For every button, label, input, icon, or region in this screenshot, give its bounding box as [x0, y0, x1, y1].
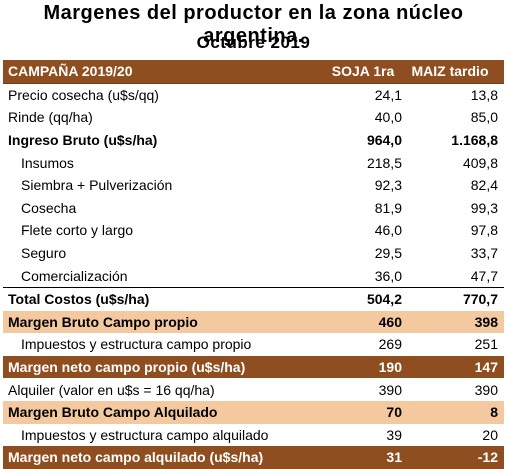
row-maiz-value: 147 — [402, 355, 504, 379]
row-label: Rinde (qq/ha) — [8, 109, 93, 126]
row-soja-value: 31 — [324, 446, 402, 469]
table-row: Precio cosecha (u$s/qq) 24,1 13,8 — [3, 83, 504, 106]
table-row-highlight: Margen Bruto Campo Alquilado 70 8 — [3, 400, 504, 424]
page-subtitle: Octubre 2019 — [196, 33, 311, 52]
row-label: Margen neto campo alquilado (u$s/ha) — [3, 446, 324, 469]
row-maiz-value: -12 — [402, 446, 504, 469]
row-maiz-value: 390 — [474, 381, 498, 398]
row-label: Insumos — [21, 154, 74, 171]
row-maiz-value: 251 — [474, 336, 498, 353]
row-label: Cosecha — [21, 199, 77, 216]
row-soja-value: 39 — [386, 426, 402, 443]
row-label: Impuestos y estructura campo propio — [21, 336, 252, 353]
row-maiz-value: 770,7 — [402, 286, 504, 311]
row-soja-value: 390 — [378, 381, 402, 398]
row-label: Flete corto y largo — [21, 222, 134, 239]
row-soja-value: 29,5 — [374, 245, 402, 262]
table-row: Insumos 218,5 409,8 — [3, 151, 504, 174]
table-row: Seguro 29,5 33,7 — [3, 242, 504, 265]
row-soja-value: 40,0 — [374, 109, 402, 126]
row-label: Ingreso Bruto (u$s/ha) — [8, 132, 158, 149]
table-row: Ingreso Bruto (u$s/ha) 964,0 1.168,8 — [3, 129, 504, 152]
row-label: Margen neto campo propio (u$s/ha) — [3, 355, 324, 379]
row-label: Margen Bruto Campo propio — [3, 310, 324, 334]
row-label: Comercialización — [21, 267, 128, 284]
row-soja-value: 81,9 — [374, 199, 402, 216]
table-row: Siembra + Pulverización 92,3 82,4 — [3, 174, 504, 197]
header-campaign: CAMPAÑA 2019/20 — [3, 60, 324, 84]
row-maiz-value: 398 — [402, 310, 504, 334]
table-row-total: Total Costos (u$s/ha) 504,2 770,7 — [3, 286, 504, 311]
table-row: Flete corto y largo 46,0 97,8 — [3, 219, 504, 242]
row-soja-value: 70 — [324, 400, 402, 424]
row-maiz-value: 85,0 — [470, 109, 498, 126]
row-soja-value: 504,2 — [324, 286, 402, 311]
row-maiz-value: 82,4 — [470, 177, 498, 194]
row-label: Siembra + Pulverización — [21, 177, 173, 194]
row-maiz-value: 1.168,8 — [451, 132, 498, 149]
table-row-highlight: Margen Bruto Campo propio 460 398 — [3, 310, 504, 334]
table-row-net-margin: Margen neto campo alquilado (u$s/ha) 31 … — [3, 446, 504, 469]
header-soja: SOJA 1ra — [324, 60, 402, 84]
table-row: Comercialización 36,0 47,7 — [3, 264, 504, 287]
table-row: Impuestos y estructura campo alquilado 3… — [3, 424, 504, 447]
row-maiz-value: 99,3 — [470, 199, 498, 216]
table-header-row: CAMPAÑA 2019/20 SOJA 1ra MAIZ tardio — [3, 60, 504, 84]
row-label: Precio cosecha (u$s/qq) — [8, 86, 159, 103]
row-soja-value: 218,5 — [366, 154, 402, 171]
row-maiz-value: 33,7 — [470, 245, 498, 262]
page-title: Margenes del productor en la zona núcleo… — [43, 2, 464, 47]
row-label: Margen Bruto Campo Alquilado — [3, 400, 324, 424]
row-soja-value: 964,0 — [366, 132, 402, 149]
row-soja-value: 24,1 — [374, 86, 402, 103]
row-label: Total Costos (u$s/ha) — [3, 286, 324, 311]
row-maiz-value: 20 — [482, 426, 498, 443]
row-soja-value: 269 — [378, 336, 402, 353]
margins-table: CAMPAÑA 2019/20 SOJA 1ra MAIZ tardio Pre… — [3, 60, 504, 469]
table-row: Rinde (qq/ha) 40,0 85,0 — [3, 106, 504, 129]
row-maiz-value: 97,8 — [470, 222, 498, 239]
row-label: Alquiler (valor en u$s = 16 qq/ha) — [8, 381, 215, 398]
table-row: Impuestos y estructura campo propio 269 … — [3, 333, 504, 356]
row-maiz-value: 409,8 — [462, 154, 498, 171]
row-soja-value: 190 — [324, 355, 402, 379]
row-maiz-value: 8 — [402, 400, 504, 424]
header-maiz: MAIZ tardio — [402, 60, 504, 84]
table-row: Alquiler (valor en u$s = 16 qq/ha) 390 3… — [3, 378, 504, 401]
table-row-net-margin: Margen neto campo propio (u$s/ha) 190 14… — [3, 355, 504, 379]
table-row: Cosecha 81,9 99,3 — [3, 197, 504, 220]
row-soja-value: 36,0 — [374, 267, 402, 284]
row-soja-value: 460 — [324, 310, 402, 334]
row-maiz-value: 47,7 — [470, 267, 498, 284]
row-label: Impuestos y estructura campo alquilado — [21, 426, 269, 443]
row-soja-value: 46,0 — [374, 222, 402, 239]
row-maiz-value: 13,8 — [470, 86, 498, 103]
row-label: Seguro — [21, 245, 67, 262]
row-soja-value: 92,3 — [374, 177, 402, 194]
